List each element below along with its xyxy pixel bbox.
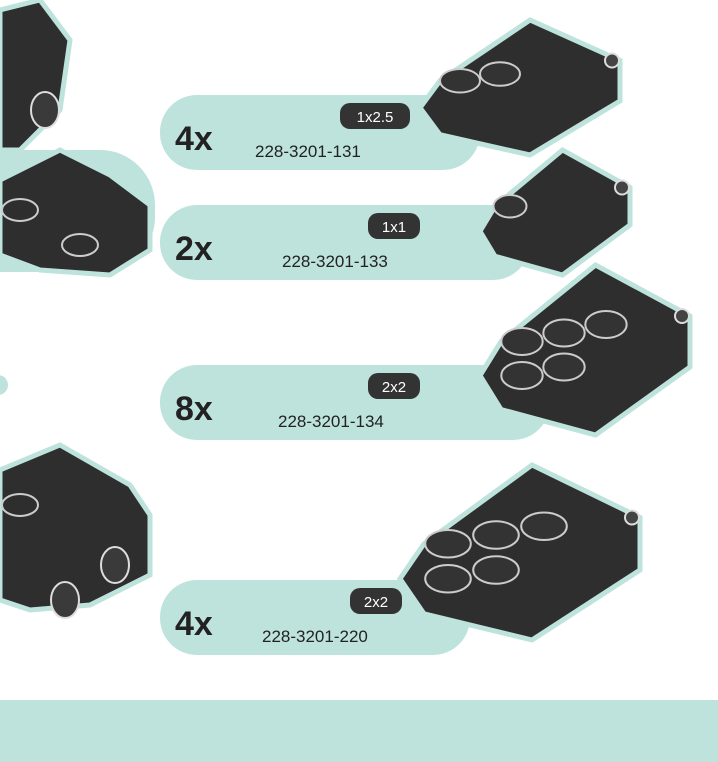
part-number: 228-3201-133 xyxy=(282,252,388,271)
part-stud xyxy=(440,69,480,93)
part-stud xyxy=(501,362,542,389)
part-item: 4x 1x2.5 228-3201-131 xyxy=(160,20,620,170)
part-pin xyxy=(605,54,619,68)
part-stud xyxy=(473,521,519,549)
part-stud xyxy=(473,556,519,584)
left-dot xyxy=(0,375,8,395)
quantity: 8x xyxy=(175,390,213,428)
part-stud xyxy=(521,513,567,541)
part-item: 4x 2x2 228-3201-220 xyxy=(160,465,640,655)
part-number: 228-3201-134 xyxy=(278,412,384,431)
part-number: 228-3201-220 xyxy=(262,627,368,646)
quantity: 4x xyxy=(175,120,213,158)
size-label: 1x1 xyxy=(382,219,406,236)
part-pin xyxy=(625,511,639,525)
part-item: 8x 2x2 228-3201-134 xyxy=(160,265,690,440)
size-label: 2x2 xyxy=(364,594,388,611)
quantity: 4x xyxy=(175,605,213,643)
part-stud xyxy=(585,311,626,338)
part-stud xyxy=(480,62,520,86)
part-stud xyxy=(501,328,542,355)
left-part-1 xyxy=(0,0,70,150)
part-stud xyxy=(425,565,471,593)
bottom-bar xyxy=(0,700,718,762)
part-stud xyxy=(494,195,527,218)
size-label: 2x2 xyxy=(382,379,406,396)
left-part-3 xyxy=(0,445,150,618)
part-stud xyxy=(425,530,471,558)
quantity: 2x xyxy=(175,230,213,268)
part-pin xyxy=(615,181,629,195)
part-stud xyxy=(543,320,584,347)
size-label: 1x2.5 xyxy=(357,109,394,126)
part-number: 228-3201-131 xyxy=(255,142,361,161)
part-stud xyxy=(543,354,584,381)
parts-page: 4x 1x2.5 228-3201-131 2x 1x1 228-3201-133 8x 2x… xyxy=(0,0,718,762)
part-pin xyxy=(675,309,689,323)
